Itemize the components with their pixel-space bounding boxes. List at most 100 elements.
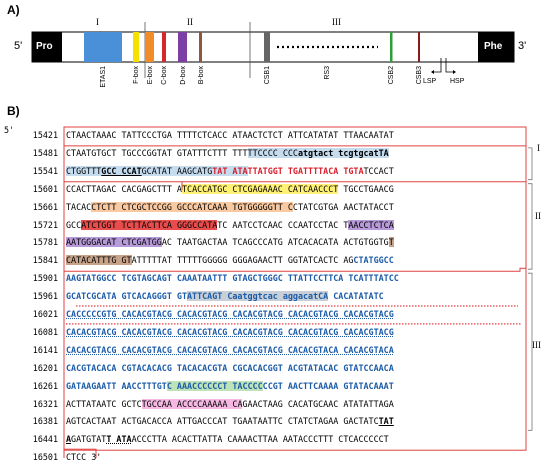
sequence-position: 16201 (32, 362, 58, 373)
sequence-position: 16021 (32, 309, 58, 319)
sequence-position: 15541 (32, 165, 58, 176)
region-label-ii: II (187, 17, 193, 27)
sequence-segment: TCACCATGC CTCGAGAAAC CATCAACCCT (181, 183, 339, 194)
sequence-position: 16501 (32, 452, 58, 463)
sequence-position: 15421 (32, 130, 58, 140)
sequence-segment: CACCCCCGTG CACACGTACG CACACGTACG CACACGT… (66, 309, 394, 319)
sequence-segment: ATTCAGT Caatggtcac aggacatCA (187, 291, 329, 302)
map-block-label-c-box: C-box (161, 66, 168, 85)
hsp-arrowhead (453, 70, 456, 74)
sequence-line: AGATGTATT ATAACCCTTA ACACTTATTA CAAAACTT… (66, 432, 389, 446)
sequence-segment: ATCTGGT TCTTACTTCA GGGCCATA (81, 219, 218, 230)
sequence-segment: CACACGTACG CACACGTACG CACACGTACG CACACGT… (66, 344, 394, 355)
sequence-segment: CTCTT CTCGCTCCGG GCCCATCAAA TGTGGGGGTT C (91, 201, 293, 212)
sequence-line: GATAAGAATT AACCTTTGTC AAACCCCCCT TACCCCC… (66, 379, 394, 393)
phe-box (478, 32, 514, 62)
sequence-position: 16441 (32, 434, 58, 445)
sequence-line: GCCATCTGGT TCTTACTTCA GGGCCATATC AATCCTC… (66, 218, 394, 232)
phe-label: Phe (484, 41, 503, 52)
block-csb2 (390, 32, 393, 62)
sequence-segment: ATTTTTAT TTTTTGGGGG GGGAGAACTT GGTATCACT… (131, 255, 354, 266)
sequence-line: CACCCCCGTG CACACGTACG CACACGTACG CACACGT… (66, 307, 394, 321)
sequence-line: AATGGGACAT CTCGATGGAC TAATGACTAA TCAGCCC… (66, 235, 394, 249)
sequence-segment: CATACATTTG GT (66, 255, 132, 266)
map-block-label-e-box: E-box (147, 66, 154, 85)
sequence-segment: atgtact tcgtgcatTA (297, 147, 389, 158)
map-block-label-b-box: B-box (198, 66, 205, 85)
sequence-line: AGTCACTAAT ACTGACACCA ATTGACCCAT TGAATAA… (66, 414, 394, 428)
sequence-segment: TACAC (66, 201, 92, 212)
sequence-line: CACACGTACG CACACGTACG CACACGTACG CACACGT… (66, 325, 394, 339)
sequence-position: 16141 (32, 344, 58, 355)
map-block-label-csb3: CSB3 (416, 66, 423, 85)
map-left-end: 5' (14, 40, 23, 52)
block-f-box (133, 32, 139, 62)
sequence-end-3: 3' (86, 452, 102, 463)
sequence-line: CATACATTTG GTATTTTTAT TTTTTGGGGG GGGAGAA… (66, 253, 394, 267)
panel-b-label: B) (7, 104, 20, 118)
sequence-segment: CACGTACACA CGTACACACG TACACACGTA CGCACAC… (66, 362, 394, 373)
seq-region-label-ii: II (535, 211, 541, 221)
sequence-segment: TTCCTTCA TCATTTATCC (302, 273, 399, 284)
bracket-i (528, 147, 533, 181)
map-block-label-csb2: CSB2 (388, 66, 395, 85)
sequence-segment: CACATATATC (328, 291, 384, 302)
map-block-label-f-box: F-box (133, 66, 140, 84)
sequence-position: 15481 (32, 147, 58, 158)
sequence-end-5: 5' (4, 125, 15, 135)
sequence-segment: GAACTAAG CACATGCAAC ATATATTAGA (242, 398, 394, 409)
sequence-line: AAGTATGGCC TCGTAGCAGT CAAATAATTT GTAGCTG… (66, 271, 399, 285)
bracket-iii (528, 272, 533, 431)
sequence-segment: GCC (66, 219, 82, 230)
sequence-position: 15781 (32, 237, 58, 248)
sequence-position: 15661 (32, 201, 58, 212)
sequence-segment: AAGTATGGCC TCGTAGCAGT CAAATAATTT GTAGCTG… (66, 273, 303, 284)
lsp-arrow (434, 58, 442, 73)
map-block-label-csb1: CSB1 (264, 66, 271, 85)
map-block-label-etas1: ETAS1 (100, 66, 107, 88)
sequence-segment: CACACGTACG CACACGTACG CACACGTACG CACACGT… (66, 326, 394, 337)
sequence-segment: TCCACT (363, 165, 394, 176)
sequence-line: ACTTATAATC GCTCTGCCAA ACCCCAAAAA CAGAACT… (66, 397, 394, 411)
promoter-label-lsp: LSP (423, 78, 437, 85)
control-region-map (31, 22, 515, 78)
region-label-iii: III (332, 17, 341, 27)
sequence-line: CTGGTTTGCC CCATGCATAT AAGCATGTAT ATATTAT… (66, 164, 394, 178)
sequence-segment: GATGTAT (71, 434, 107, 445)
block-c-box (162, 32, 166, 62)
sequence-line: CCACTTAGAC CACGAGCTTT ATCACCATGC CTCGAGA… (66, 182, 394, 196)
sequence-segment: CCACTTAGAC CACGAGCTTT A (66, 183, 182, 194)
promoter-label-hsp: HSP (450, 78, 465, 85)
sequence-segment: TGCCAA ACCCCAAAAA CA (141, 398, 243, 409)
sequence-segment: ACCCTTA ACACTTATTA CAAAACTTAA AATACCCTTT… (131, 434, 389, 445)
sequence-line: CACACGTACG CACACGTACG CACACGTACG CACACGT… (66, 343, 394, 357)
sequence-segment: CTAACTAAAC TATTCCCTGA TTTTCTCACC ATAACTC… (66, 130, 394, 140)
sequence-segment: TTATGGT TGATTTTACA TGTA (247, 165, 364, 176)
sequence-line: GCATCGCATA GTCACAGGGT GTATTCAGT Caatggtc… (66, 289, 384, 303)
sequence-line: CTCC 3' (66, 450, 101, 464)
sequence-segment: AATGGGACAT CTCGATGG (66, 237, 162, 248)
sequence-segment: TTCCCC CCC (247, 147, 298, 158)
map-block-label-rs3: RS3 (324, 66, 331, 80)
block-etas1 (84, 32, 122, 62)
sequence-segment: GATAAGAATT AACCTTTGT (66, 380, 167, 391)
block-b-box (199, 32, 202, 62)
sequence-line: TACACCTCTT CTCGCTCCGG GCCCATCAAA TGTGGGG… (66, 200, 394, 214)
sequence-segment: ACTTATAATC GCTC (66, 398, 142, 409)
pro-box (32, 32, 62, 62)
bracket-ii (528, 183, 533, 270)
lsp-arrowhead (431, 70, 434, 74)
block-d-box (178, 32, 187, 62)
sequence-segment: CTATCGTGA AACTATACCT (292, 201, 394, 212)
sequence-segment: C AAACCCCCCT TACCCC (166, 380, 263, 391)
sequence-position: 16381 (32, 416, 58, 427)
sequence-line: CTAATGTGCT TGCCCGGTAT GTATTTCTTT TTTTTCC… (66, 146, 389, 160)
sequence-position: 16261 (32, 380, 58, 391)
sequence-line: CACGTACACA CGTACACACG TACACACGTA CGCACAC… (66, 361, 394, 375)
block-csb1 (264, 32, 270, 62)
sequence-segment: TC AATCCTCAAC CCAATCCTAC T (217, 219, 349, 230)
sequence-segment: GCATAT AAGCATG (141, 165, 213, 176)
sequence-position: 15601 (32, 183, 58, 194)
seq-region-label-iii: III (532, 340, 541, 350)
sequence-position: 15961 (32, 291, 58, 302)
